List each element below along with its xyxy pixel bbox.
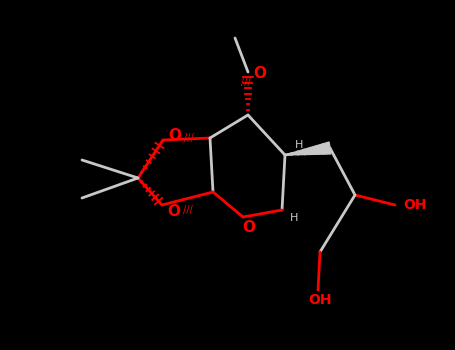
Text: OH: OH (308, 293, 332, 307)
Text: H: H (290, 213, 298, 223)
Text: O: O (167, 203, 181, 218)
Text: OH: OH (403, 198, 426, 212)
Text: O: O (253, 66, 267, 82)
Text: H: H (295, 140, 303, 150)
Text: ///: /// (183, 205, 193, 215)
Text: O: O (168, 128, 182, 143)
Text: ///: /// (241, 77, 251, 87)
Text: ///: /// (184, 133, 194, 143)
Polygon shape (285, 142, 331, 155)
Text: O: O (243, 219, 256, 234)
